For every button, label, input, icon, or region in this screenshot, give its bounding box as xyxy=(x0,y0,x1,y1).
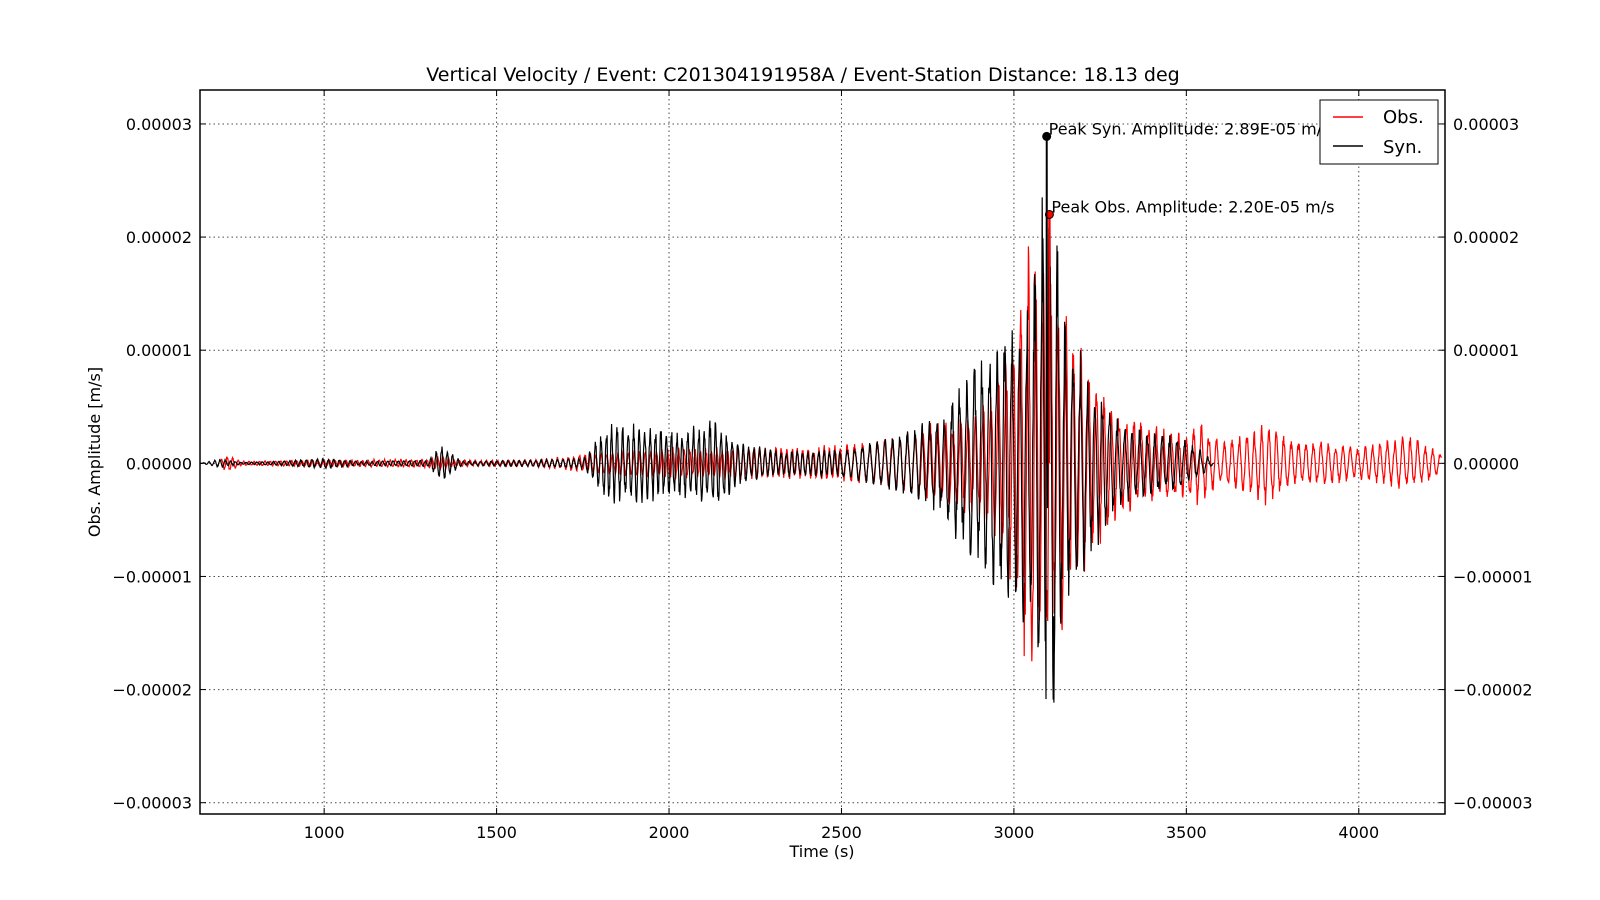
chart-title: Vertical Velocity / Event: C201304191958… xyxy=(426,64,1180,86)
y-tick-label-right: 0.00002 xyxy=(1453,228,1519,247)
peak-marker-obs xyxy=(1044,209,1054,219)
series-line-syn xyxy=(199,135,1214,703)
y-tick-label-left: 0.00003 xyxy=(126,115,192,134)
x-tick-label: 2000 xyxy=(649,823,690,842)
series-layer xyxy=(199,135,1443,703)
x-axis-label: Time (s) xyxy=(788,842,854,861)
x-tick-label: 1000 xyxy=(304,823,345,842)
peak-annotations: Peak Syn. Amplitude: 2.89E-05 m/s Peak Ob… xyxy=(1042,119,1335,464)
y-tick-label-left: −0.00002 xyxy=(112,681,192,700)
y-tick-label-left: 0.00002 xyxy=(126,228,192,247)
plot-frame xyxy=(199,89,1446,815)
legend-obs-label: Obs. xyxy=(1383,107,1424,128)
x-tick-label: 3500 xyxy=(1166,823,1207,842)
x-tick-label: 1500 xyxy=(476,823,517,842)
peak-annotation-syn: Peak Syn. Amplitude: 2.89E-05 m/s xyxy=(1049,119,1331,138)
legend-box xyxy=(1319,99,1439,165)
y-tick-label-left: −0.00003 xyxy=(112,794,192,813)
y-tick-label-right: −0.00003 xyxy=(1453,794,1533,813)
grid-lines xyxy=(200,90,1445,814)
x-tick-label: 2500 xyxy=(821,823,862,842)
y-axis-label: Obs. Amplitude [m/s] xyxy=(85,367,104,537)
y-tick-label-right: 0.00001 xyxy=(1453,341,1519,360)
x-tick-label: 4000 xyxy=(1338,823,1379,842)
y-tick-label-right: −0.00001 xyxy=(1453,567,1533,586)
y-tick-label-right: 0.00003 xyxy=(1453,115,1519,134)
y-tick-label-right: −0.00002 xyxy=(1453,681,1533,700)
legend-syn-label: Syn. xyxy=(1383,137,1422,158)
peak-annotation-obs: Peak Obs. Amplitude: 2.20E-05 m/s xyxy=(1051,197,1334,216)
x-tick-label: 3000 xyxy=(994,823,1035,842)
peak-marker-syn xyxy=(1042,131,1052,141)
y-tick-label-left: 0.00000 xyxy=(126,454,192,473)
axis-ticks: 1000 1500 2000 2500 3000 3500 4000 −0.00003 −0.0… xyxy=(112,90,1533,842)
y-tick-label-right: 0.00000 xyxy=(1453,454,1519,473)
legend: Obs. Syn. xyxy=(1319,99,1439,165)
y-tick-label-left: 0.00001 xyxy=(126,341,192,360)
y-tick-label-left: −0.00001 xyxy=(112,567,192,586)
